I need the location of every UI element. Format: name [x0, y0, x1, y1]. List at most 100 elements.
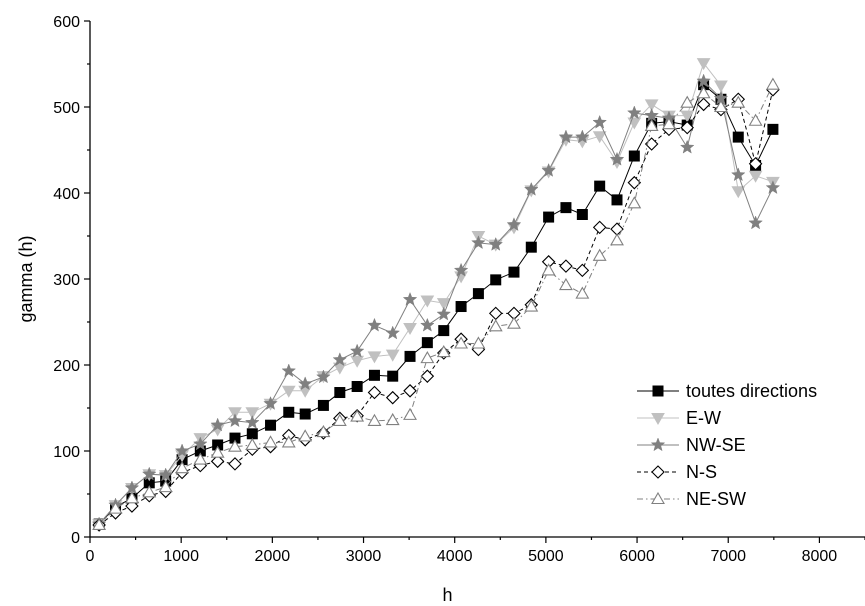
- y-tick-label: 0: [71, 530, 80, 547]
- data-point: [765, 77, 780, 90]
- series-line: [98, 89, 774, 526]
- y-tick-label: 500: [53, 100, 80, 117]
- legend-label: E-W: [686, 408, 721, 428]
- x-tick-label: 3000: [346, 548, 382, 565]
- legend-marker: [651, 413, 665, 426]
- data-point: [385, 390, 400, 405]
- data-point: [141, 466, 157, 481]
- legend-item: NE-SW: [637, 489, 746, 509]
- data-point: [421, 337, 433, 349]
- data-point: [436, 298, 451, 311]
- data-point: [387, 370, 399, 382]
- data-point: [559, 259, 573, 273]
- legend-label: N-S: [686, 462, 717, 482]
- data-point: [193, 436, 208, 451]
- data-point: [471, 336, 486, 349]
- legend-marker: [651, 465, 665, 479]
- tick-marks: [84, 20, 865, 543]
- legend-marker: [650, 437, 666, 452]
- data-point: [575, 129, 590, 144]
- data-point: [644, 118, 659, 131]
- legend-label: toutes directions: [686, 381, 817, 401]
- data-point: [385, 349, 400, 362]
- data-point: [506, 217, 522, 232]
- y-axis-title: gamma (h): [16, 235, 36, 322]
- data-point: [508, 266, 520, 278]
- data-point: [575, 263, 590, 278]
- data-point: [731, 95, 746, 108]
- data-point: [436, 344, 451, 358]
- data-point: [265, 419, 277, 431]
- data-point: [594, 180, 606, 192]
- data-point: [592, 114, 607, 129]
- data-point: [210, 445, 225, 458]
- data-point: [732, 131, 744, 143]
- data-point: [193, 452, 208, 465]
- data-point: [158, 467, 173, 482]
- data-point: [471, 235, 486, 250]
- data-point: [316, 369, 331, 384]
- x-tick-label: 7000: [710, 548, 746, 565]
- legend-item: E-W: [637, 408, 721, 428]
- data-point: [488, 306, 503, 321]
- legend-item: toutes directions: [637, 381, 817, 401]
- data-point: [158, 480, 173, 493]
- data-point: [575, 286, 590, 299]
- data-point: [210, 454, 225, 469]
- data-point: [438, 325, 450, 337]
- x-tick-label: 2000: [255, 548, 291, 565]
- data-point: [281, 435, 296, 448]
- data-point: [245, 437, 260, 451]
- legend-label: NW-SE: [686, 435, 746, 455]
- series-nw-se: [91, 73, 781, 531]
- data-point: [368, 369, 380, 381]
- data-point: [454, 336, 469, 349]
- data-point: [332, 352, 348, 367]
- data-point: [124, 480, 140, 495]
- data-point: [210, 417, 225, 432]
- data-point: [696, 86, 711, 99]
- x-tick-label: 4000: [437, 548, 473, 565]
- data-point: [541, 263, 556, 276]
- data-point: [298, 429, 313, 442]
- data-point: [402, 291, 418, 306]
- legend-item: NW-SE: [637, 435, 746, 455]
- data-point: [731, 186, 746, 199]
- data-point: [317, 399, 329, 411]
- data-point: [385, 325, 401, 340]
- data-point: [263, 396, 278, 410]
- data-point: [420, 295, 435, 308]
- series-toutes-directions: [93, 79, 779, 530]
- data-point: [627, 175, 642, 190]
- data-point: [713, 99, 728, 113]
- data-point: [124, 491, 139, 504]
- data-point: [299, 408, 311, 420]
- data-point: [246, 428, 258, 440]
- data-point: [730, 167, 746, 182]
- data-point: [298, 385, 313, 398]
- data-point: [472, 288, 484, 300]
- data-point: [627, 105, 642, 120]
- data-point: [436, 306, 452, 321]
- data-point: [610, 233, 624, 246]
- data-point: [644, 107, 659, 122]
- data-point: [748, 170, 763, 183]
- data-point: [714, 80, 728, 93]
- series-line: [98, 80, 774, 525]
- series-line: [98, 62, 774, 525]
- data-point: [558, 129, 574, 144]
- data-point: [558, 277, 573, 291]
- x-tick-label: 6000: [619, 548, 655, 565]
- y-tick-label: 400: [53, 186, 80, 203]
- data-point: [244, 414, 260, 429]
- data-point: [228, 407, 242, 420]
- data-point: [403, 384, 417, 398]
- data-point: [611, 194, 623, 206]
- data-point: [367, 351, 382, 364]
- data-point: [748, 156, 763, 171]
- series-line: [98, 83, 774, 525]
- data-point: [644, 99, 659, 112]
- tick-labels: 0 1000 2000 3000 4000 5000 6000 7000 8000 0 100 200…: [53, 14, 837, 565]
- data-point: [350, 355, 365, 368]
- legend: toutes directions E-W NW-SE N-S NE-SW: [637, 381, 817, 509]
